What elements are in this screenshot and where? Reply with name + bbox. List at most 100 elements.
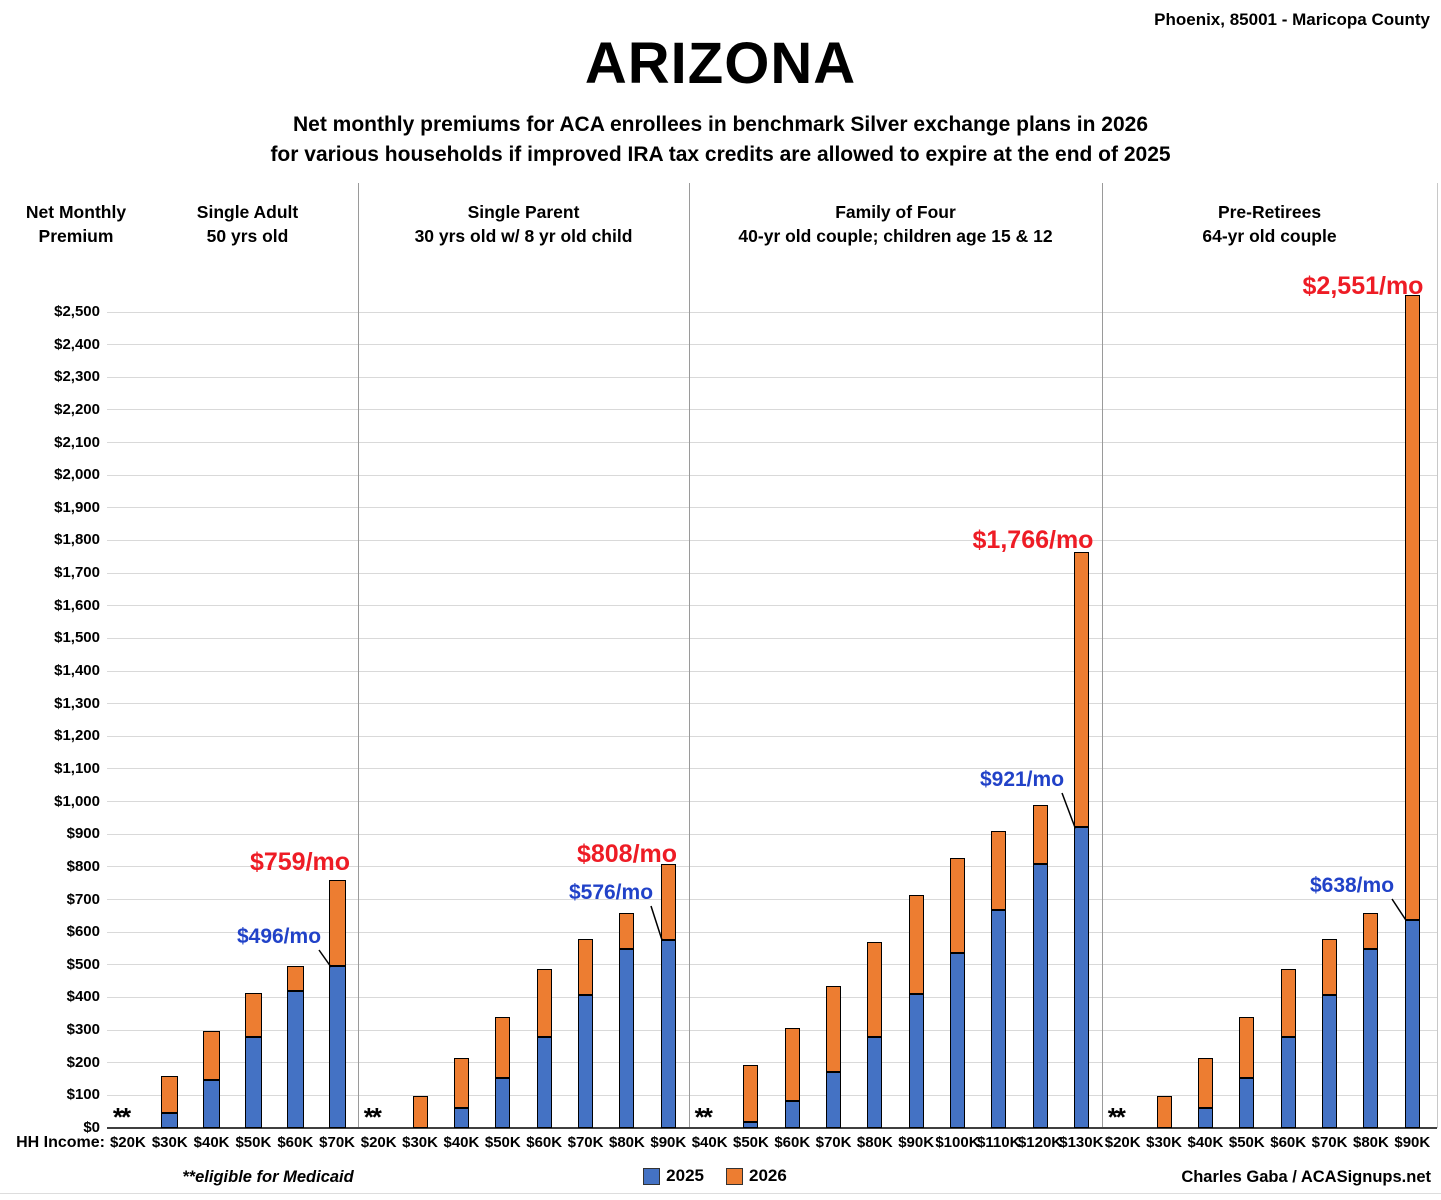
gridline [107,670,1437,672]
gridline [107,637,1437,639]
group-header-line2: 30 yrs old w/ 8 yr old child [414,226,633,246]
y-tick-label: $2,500 [54,303,100,320]
bar-2025 [660,939,676,1128]
bar-2026 [328,880,346,967]
gridline [107,409,1437,411]
y-tick-label: $1,600 [54,596,100,614]
group-header-pre-retirees: Pre-Retirees 64-yr old couple [1102,200,1437,248]
x-tick-label: $50K [484,1134,521,1151]
medicaid-mark: ** [112,1102,131,1132]
subtitle-line-2: for various households if improved IRA t… [270,143,1171,166]
y-tick-label: $1,300 [54,694,100,712]
bar-2025 [991,910,1007,1128]
annotation-2026: $759/mo [249,848,351,876]
y-tick-label: $2,300 [54,368,100,386]
gridline [107,703,1437,705]
gridline [107,539,1437,541]
gridline [107,1029,1437,1031]
plot-right-border [1437,183,1438,1128]
bar-2025 [619,949,635,1128]
bar-2026 [1322,938,1338,996]
legend-item-2025: 2025 [643,1166,704,1186]
x-tick-label: $30K [402,1134,438,1151]
bar-2025 [536,1036,552,1128]
y-tick-label: $1,100 [54,759,100,777]
bar-2026 [412,1096,428,1128]
bar-2026 [1404,295,1420,920]
bar-2025 [286,990,304,1128]
x-tick-label: $70K [319,1134,355,1151]
x-tick-label: $110K [977,1134,1021,1151]
gridline [107,931,1437,933]
location-label: Phoenix, 85001 - Maricopa County [1154,10,1430,29]
y-tick-label: $1,400 [54,662,100,680]
x-tick-label: $50K [1228,1134,1265,1151]
bar-2026 [1239,1016,1255,1079]
bar-2026 [161,1075,179,1113]
y-tick-label: $2,400 [54,335,100,353]
x-tick-label: $30K [1146,1134,1182,1151]
x-tick-label: $40K [691,1134,728,1151]
y-axis-title-line1: Net Monthly [25,202,127,222]
group-divider [358,183,359,1128]
y-tick-label: $400 [66,988,100,1006]
bar-2026 [1363,912,1379,950]
y-axis-title-line2: Premium [38,226,114,246]
x-tick-label: $50K [235,1134,272,1151]
group-header-single-parent: Single Parent 30 yrs old w/ 8 yr old chi… [358,200,689,248]
x-tick-label: $30K [151,1134,188,1151]
y-tick-label: $600 [66,923,100,941]
bar-2026 [1156,1096,1172,1128]
gridline [107,605,1437,607]
x-tick-label: $80K [1353,1134,1389,1151]
y-tick-label: $300 [66,1021,100,1039]
bar-2026 [867,941,883,1038]
gridline [107,376,1437,378]
bar-2026 [949,858,965,953]
x-tick-label: $90K [650,1134,687,1151]
x-tick-label: $20K [109,1134,146,1151]
bar-2026 [578,938,594,996]
group-header-line1: Single Parent [467,202,580,222]
bar-2025 [1404,919,1420,1128]
bar-2026 [619,912,635,950]
y-tick-label: $700 [66,890,100,908]
bar-2025 [826,1071,842,1128]
bar-2025 [1363,949,1379,1128]
group-header-line1: Single Adult [196,202,299,222]
x-tick-label: $60K [277,1134,314,1151]
bar-2026 [244,992,262,1038]
group-header-line2: 40-yr old couple; children age 15 & 12 [738,226,1053,246]
group-header-line2: 64-yr old couple [1202,226,1337,246]
medicaid-footnote: **eligible for Medicaid [182,1168,354,1186]
bar-2025 [495,1078,511,1128]
bottom-divider [0,1193,1441,1194]
bar-2026 [743,1065,759,1123]
gridline [107,899,1437,901]
annotation-2025: $638/mo [1309,874,1395,897]
y-tick-label: $1,000 [54,792,100,810]
bar-2026 [784,1027,800,1102]
y-tick-label: $1,700 [54,564,100,582]
x-axis-line [107,1127,1437,1129]
bar-2025 [784,1101,800,1128]
x-tick-label: $40K [193,1134,230,1151]
subtitle-line-1: Net monthly premiums for ACA enrollees i… [292,113,1149,136]
bar-2025 [578,995,594,1128]
bar-2026 [286,966,304,991]
y-tick-label: $200 [66,1053,100,1071]
x-axis-title: HH Income: [16,1134,105,1151]
x-tick-label: $90K [898,1134,935,1151]
x-tick-label: $120K [1017,1134,1063,1151]
bar-2025 [908,993,924,1128]
gridline [107,1062,1437,1064]
gridline [107,1094,1437,1096]
bar-2025 [1197,1108,1213,1128]
y-tick-label: $2,000 [54,466,100,484]
bar-2025 [1280,1036,1296,1128]
gridline [107,964,1437,966]
x-tick-label: $90K [1394,1134,1431,1151]
medicaid-mark: ** [363,1102,382,1132]
